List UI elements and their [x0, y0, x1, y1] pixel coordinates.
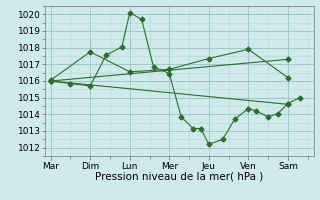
X-axis label: Pression niveau de la mer( hPa ): Pression niveau de la mer( hPa ): [95, 172, 263, 182]
